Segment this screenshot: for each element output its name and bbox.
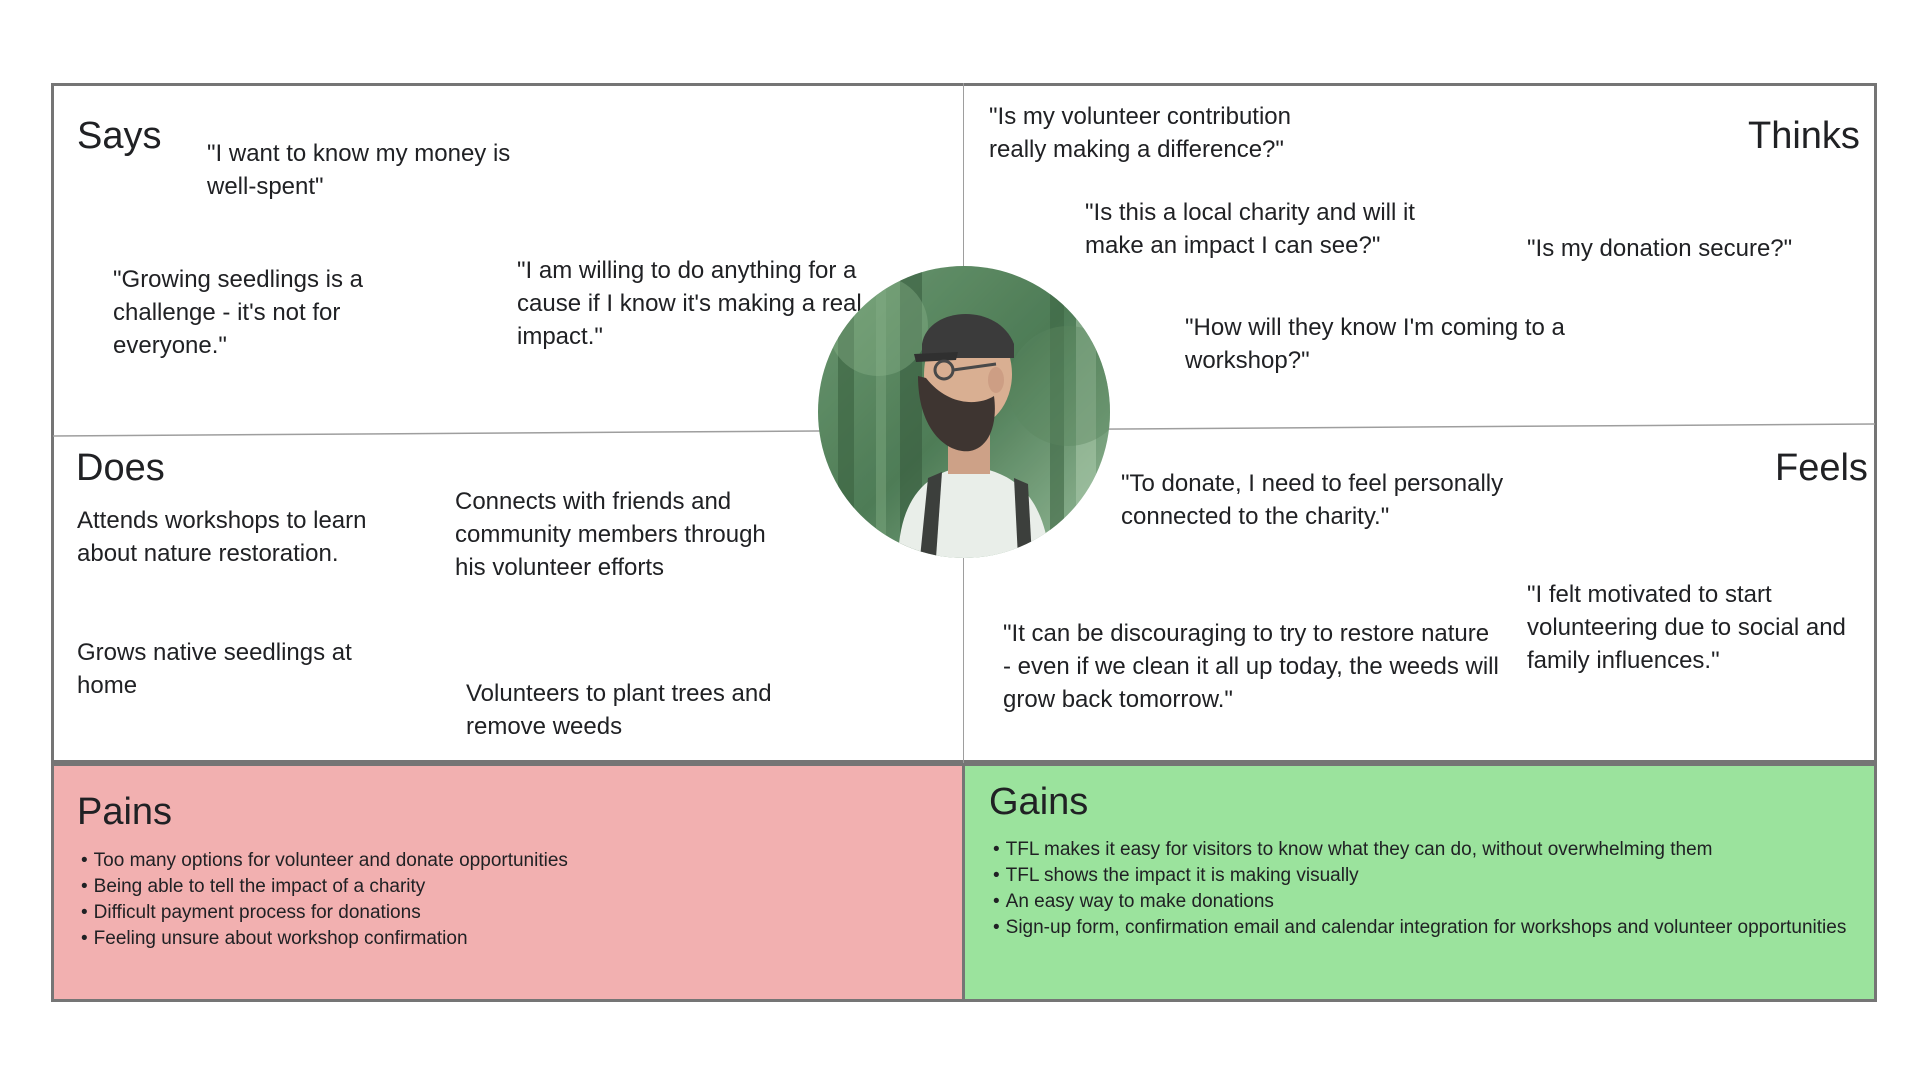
does-item-connects: Connects with friends and community memb…: [455, 488, 766, 581]
does-item-workshops: Attends workshops to learn about nature …: [77, 507, 367, 567]
thinks-quote-donation-secure: "Is my donation secure?": [1527, 235, 1793, 262]
feels-quote-discouraging: "It can be discouraging to try to restor…: [1003, 620, 1499, 713]
persona-photo: [818, 266, 1110, 558]
says-quote-seedlings: "Growing seedlings is a challenge - it's…: [113, 266, 363, 359]
does-title: Does: [76, 447, 165, 489]
pains-title: Pains: [77, 791, 173, 833]
feels-quote-connected: "To donate, I need to feel personally co…: [1121, 470, 1504, 530]
does-item-seedlings: Grows native seedlings at home: [77, 639, 352, 699]
says-quote-impact: "I am willing to do anything for a cause…: [517, 257, 862, 350]
says-title: Says: [77, 115, 162, 157]
gains-list: TFL makes it easy for visitors to know w…: [989, 837, 1849, 941]
thinks-quote-contribution: "Is my volunteer contribution really mak…: [989, 103, 1291, 163]
pains-item: Difficult payment process for donations: [77, 900, 947, 926]
pains-item: Being able to tell the impact of a chari…: [77, 874, 947, 900]
persona-avatar: [818, 266, 1110, 558]
does-item-volunteers: Volunteers to plant trees and remove wee…: [466, 680, 772, 740]
pains-list: Too many options for volunteer and donat…: [77, 848, 947, 952]
says-quote-money: "I want to know my money is well-spent": [207, 140, 511, 200]
gains-title: Gains: [989, 781, 1089, 823]
thinks-quote-workshop: "How will they know I'm coming to a work…: [1185, 314, 1565, 374]
feels-title: Feels: [1775, 447, 1868, 489]
gains-item: TFL shows the impact it is making visual…: [989, 863, 1849, 889]
pains-item: Too many options for volunteer and donat…: [77, 848, 947, 874]
pains-item: Feeling unsure about workshop confirmati…: [77, 926, 947, 952]
gains-item: Sign-up form, confirmation email and cal…: [989, 915, 1849, 941]
gains-item: TFL makes it easy for visitors to know w…: [989, 837, 1849, 863]
thinks-title: Thinks: [1748, 115, 1860, 157]
gains-item: An easy way to make donations: [989, 889, 1849, 915]
feels-quote-motivated: "I felt motivated to start volunteering …: [1527, 581, 1846, 674]
thinks-quote-local-charity: "Is this a local charity and will it mak…: [1085, 199, 1415, 259]
